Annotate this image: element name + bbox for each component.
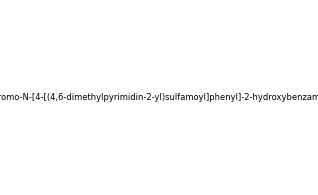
Text: 5-bromo-N-[4-[(4,6-dimethylpyrimidin-2-yl)sulfamoyl]phenyl]-2-hydroxybenzamide: 5-bromo-N-[4-[(4,6-dimethylpyrimidin-2-y…	[0, 93, 318, 102]
